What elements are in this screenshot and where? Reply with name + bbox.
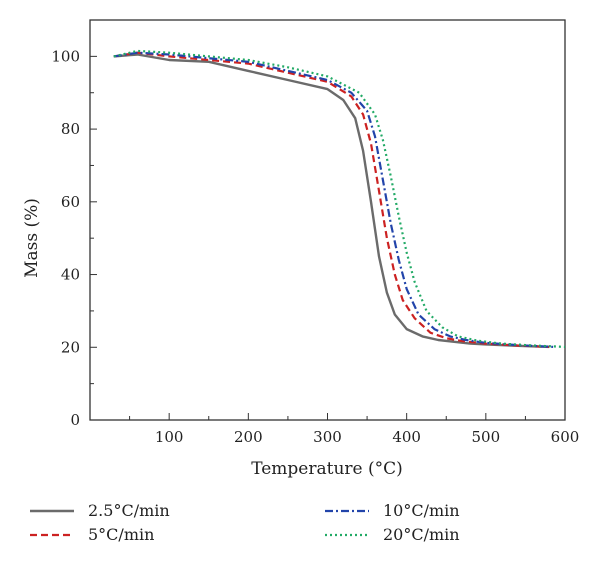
series-line <box>113 49 566 348</box>
y-tick-label: 0 <box>70 411 80 429</box>
legend-label: 20°C/min <box>383 525 460 544</box>
x-tick-label: 500 <box>472 428 501 446</box>
x-tick-label: 200 <box>234 428 263 446</box>
plot-area-border <box>89 19 566 421</box>
y-tick-label: 80 <box>61 120 80 138</box>
series-line <box>113 53 550 349</box>
tick-labels: 100 200 300 400 500 600 0 20 40 60 80 100 <box>51 47 579 446</box>
series-line <box>113 51 550 348</box>
series-line <box>113 51 554 348</box>
legend-label: 2.5°C/min <box>88 501 170 520</box>
axis-ticks <box>89 19 566 421</box>
legend-label: 10°C/min <box>383 501 460 520</box>
x-tick-label: 100 <box>155 428 184 446</box>
x-tick-label: 400 <box>392 428 421 446</box>
legend: 2.5°C/min 5°C/min 10°C/min 20°C/min <box>30 501 460 544</box>
y-tick-label: 20 <box>61 338 80 356</box>
plot-frame <box>89 19 566 421</box>
y-axis-label: Mass (%) <box>22 198 42 278</box>
y-tick-label: 100 <box>51 47 80 65</box>
y-tick-label: 60 <box>61 193 80 211</box>
x-tick-label: 300 <box>313 428 342 446</box>
x-tick-label: 600 <box>551 428 580 446</box>
x-axis-label: Temperature (°C) <box>251 459 403 479</box>
y-tick-label: 40 <box>61 266 80 284</box>
series-lines <box>113 49 566 349</box>
legend-label: 5°C/min <box>88 525 154 544</box>
